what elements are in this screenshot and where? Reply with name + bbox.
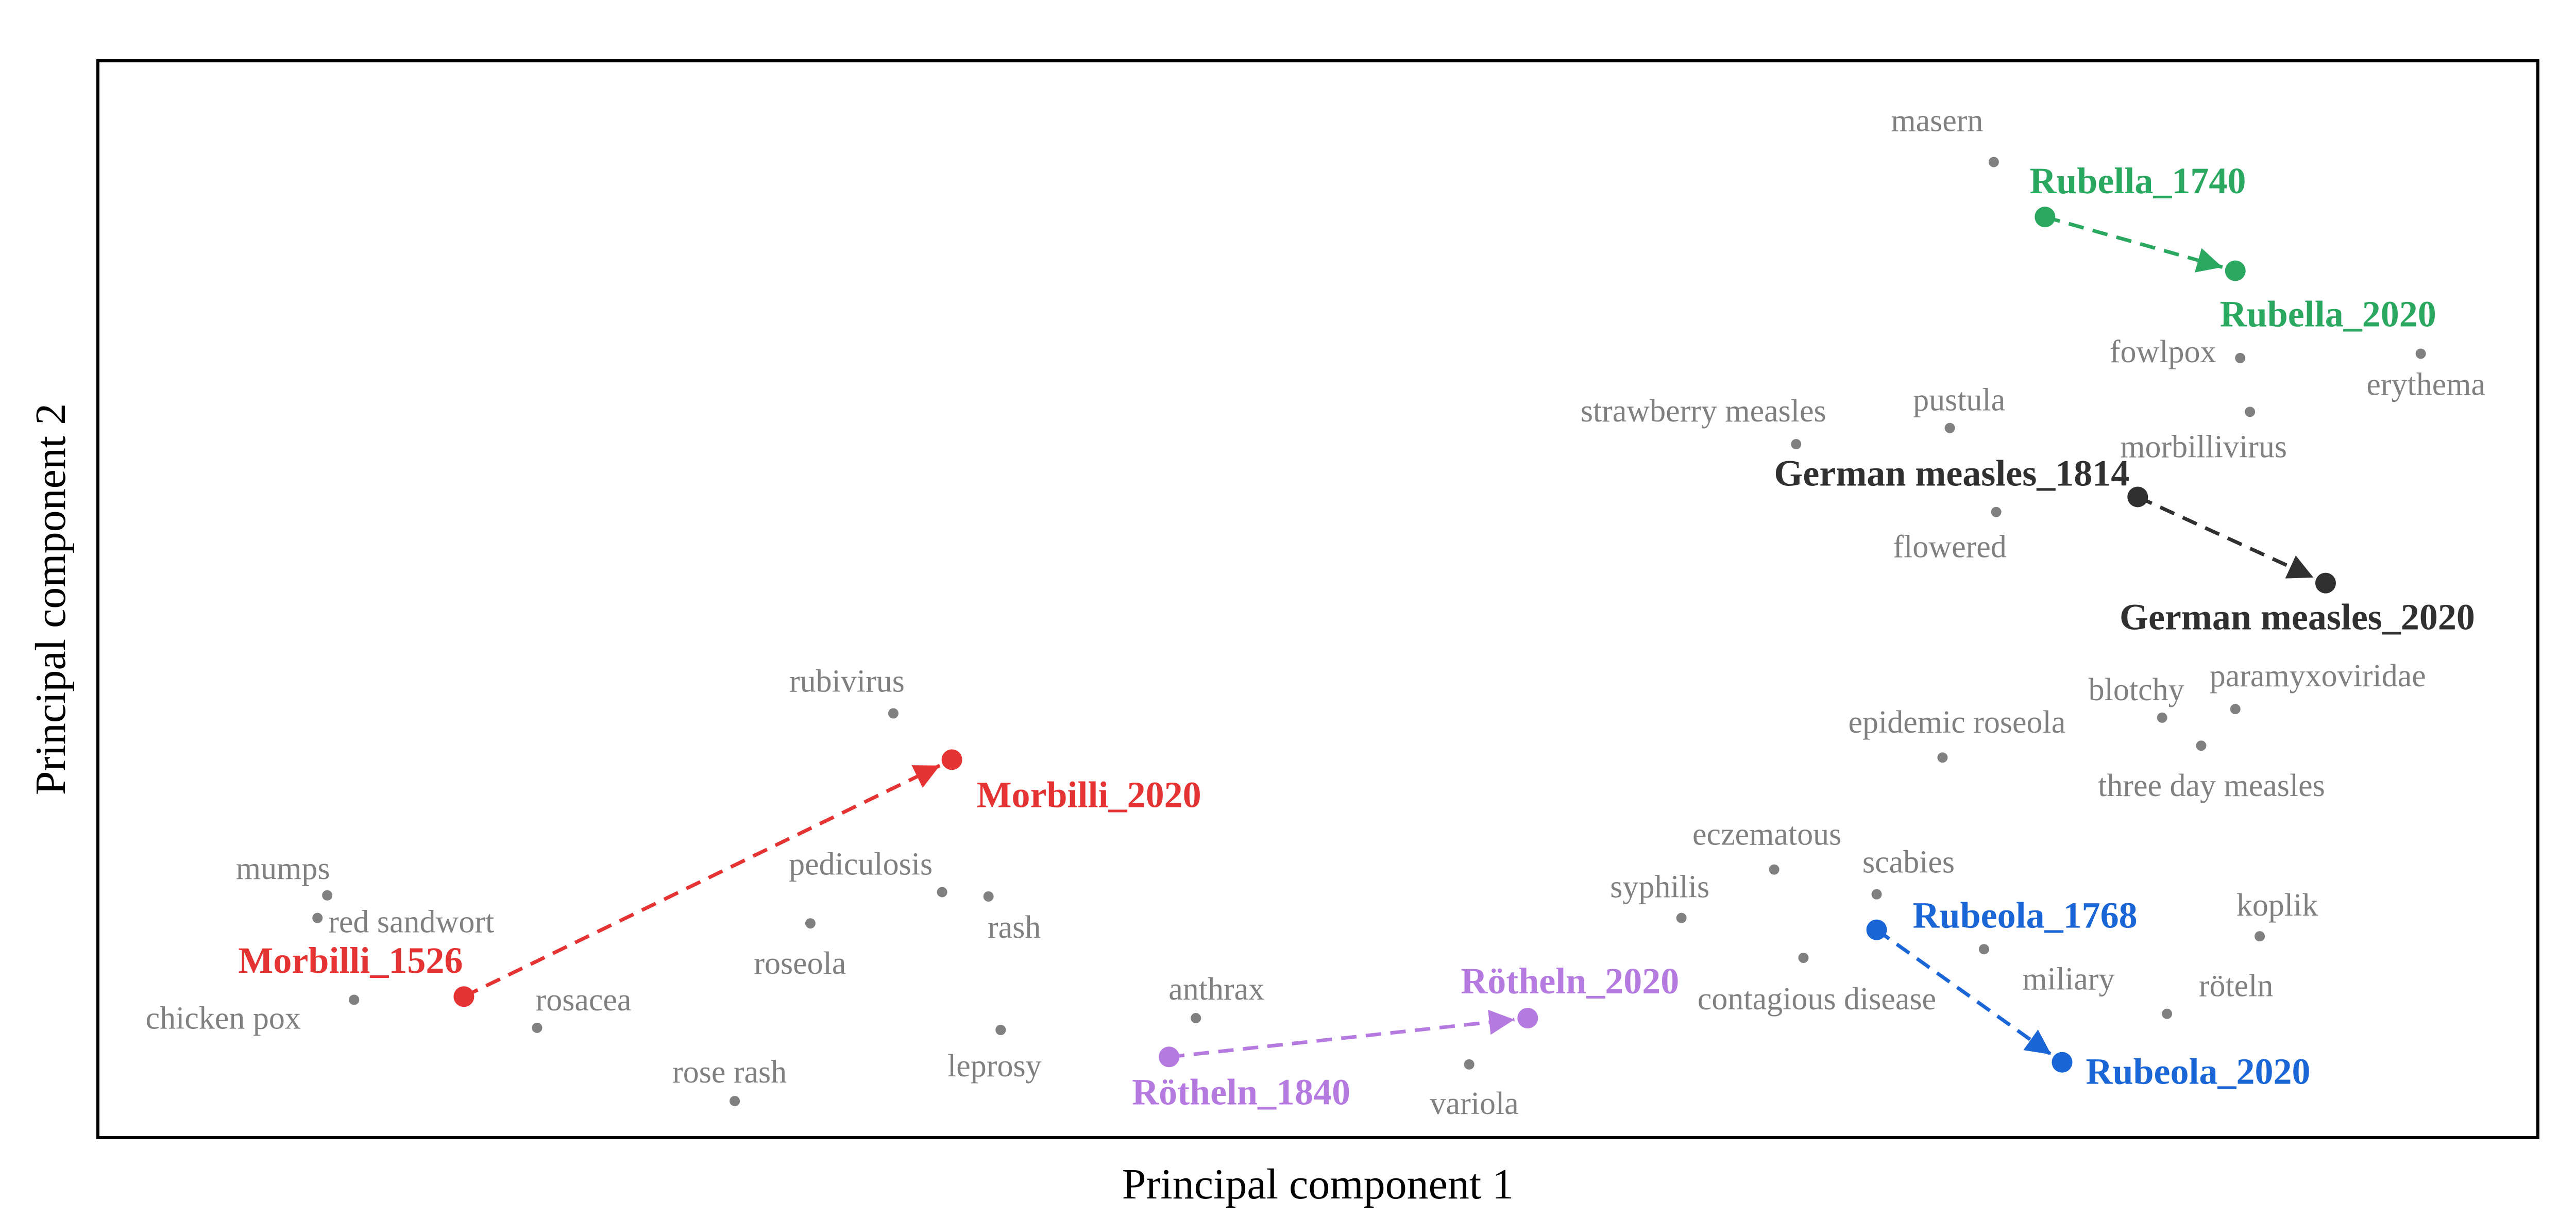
label-flowered: flowered [1893,530,2006,565]
label-pediculosis: pediculosis [789,847,933,882]
point-rubella-2020 [2225,260,2246,281]
label-mumps: mumps [236,851,330,886]
label-morbilli-1526: Morbilli_1526 [238,940,463,981]
label-leprosy: leprosy [947,1049,1042,1084]
point-rubeola-2020 [2052,1052,2073,1073]
label-scabies: scabies [1862,845,1955,880]
point-morbilli-2020 [941,749,962,770]
label-rubeola-2020: Rubeola_2020 [2086,1051,2310,1092]
label-rubella-1740: Rubella_1740 [2029,160,2246,201]
arrow-rubella-1740 [2044,215,2223,273]
label-blotchy: blotchy [2089,672,2184,707]
point-masern [1988,157,1999,167]
label-rubivirus: rubivirus [789,664,905,699]
x-axis-title: Principal component 1 [1122,1160,1514,1208]
label-red-sandwort: red sandwort [328,905,494,940]
label-r-theln-1840: Rötheln_1840 [1132,1071,1350,1112]
point-labels: masern fowlpox erythema strawberry measles p… [146,103,2485,1121]
point-paramyxoviridae [2230,704,2241,715]
point-strawberry-measles [1791,439,1802,450]
point-fowlpox [2235,352,2246,363]
point-blotchy [2157,712,2167,723]
point-chicken-pox [349,994,360,1005]
point-syphilis [1676,912,1687,923]
label-syphilis: syphilis [1610,870,1709,905]
label-koplik: koplik [2236,888,2318,923]
point-erythema [2415,348,2426,359]
label-rash: rash [988,910,1041,945]
point-anthrax [1191,1013,1201,1024]
arrow-rubeola-1768 [1875,928,2053,1056]
point-pustula [1944,422,1955,433]
point-rosacea [532,1022,543,1033]
label-rosacea: rosacea [536,983,632,1018]
label-rubella-2020: Rubella_2020 [2220,294,2436,335]
point-scabies [1871,889,1882,900]
point-leprosy [995,1025,1006,1035]
point-rubivirus [888,708,899,719]
point-german-measles-2020 [2315,572,2336,594]
point-epidemic-roseola [1937,752,1948,763]
point-rubeola-1768 [1866,919,1887,940]
point-german-measles-1814 [2127,486,2148,508]
label-roseola: roseola [754,946,846,981]
label-german-measles-2020: German measles_2020 [2120,597,2475,638]
label-chicken-pox: chicken pox [146,1001,301,1036]
label-rubeola-1768: Rubeola_1768 [1913,895,2138,936]
arrow-german-measles-1814 [2137,495,2314,579]
data-points [312,157,2426,1106]
point-morbilli-1526 [453,986,474,1007]
point-three-day-measles [2196,740,2207,751]
label-three-day-measles: three day measles [2098,768,2325,803]
label-eczematous: eczematous [1692,817,1841,852]
point-flowered [1991,506,2002,517]
point-rose-rash [730,1095,740,1106]
arrow-r-theln-1840 [1168,1009,1515,1059]
point-roseola [805,918,816,929]
point-koplik [2255,931,2265,942]
point-red-sandwort [312,912,323,923]
point-variola [1464,1059,1475,1070]
label-masern: masern [1891,103,1983,138]
label-german-measles-1814: German measles_1814 [1774,452,2129,494]
label-pustula: pustula [1913,383,2005,418]
label-contagious-disease: contagious disease [1698,982,1936,1017]
trajectory-arrows [463,215,2314,1059]
label-morbillivirus: morbillivirus [2120,429,2287,464]
label-miliary: miliary [2022,961,2114,996]
label-strawberry-measles: strawberry measles [1581,394,1826,429]
point-morbillivirus [2245,407,2256,417]
point-r-teln [2162,1008,2173,1019]
plot-frame [96,59,2539,1139]
point-eczematous [1769,864,1780,875]
label-fowlpox: fowlpox [2110,334,2216,369]
point-rubella-1740 [2035,207,2056,228]
point-pediculosis [937,887,947,898]
point-rash [983,891,994,902]
label-r-teln: röteln [2199,969,2274,1004]
label-r-theln-2020: Rötheln_2020 [1461,960,1679,1002]
label-epidemic-roseola: epidemic roseola [1849,705,2066,740]
point-miliary [1978,944,1989,955]
label-morbilli-2020: Morbilli_2020 [977,774,1201,815]
point-r-theln-1840 [1159,1046,1180,1068]
point-r-theln-2020 [1517,1008,1538,1029]
point-mumps [322,890,333,901]
y-axis-title: Principal component 2 [27,403,75,796]
label-paramyxoviridae: paramyxoviridae [2210,658,2426,694]
label-variola: variola [1430,1086,1519,1121]
label-anthrax: anthrax [1168,972,1264,1007]
point-contagious-disease [1798,952,1809,963]
label-erythema: erythema [2366,367,2485,402]
arrow-morbilli-1526 [463,764,941,999]
label-rose-rash: rose rash [672,1055,787,1090]
